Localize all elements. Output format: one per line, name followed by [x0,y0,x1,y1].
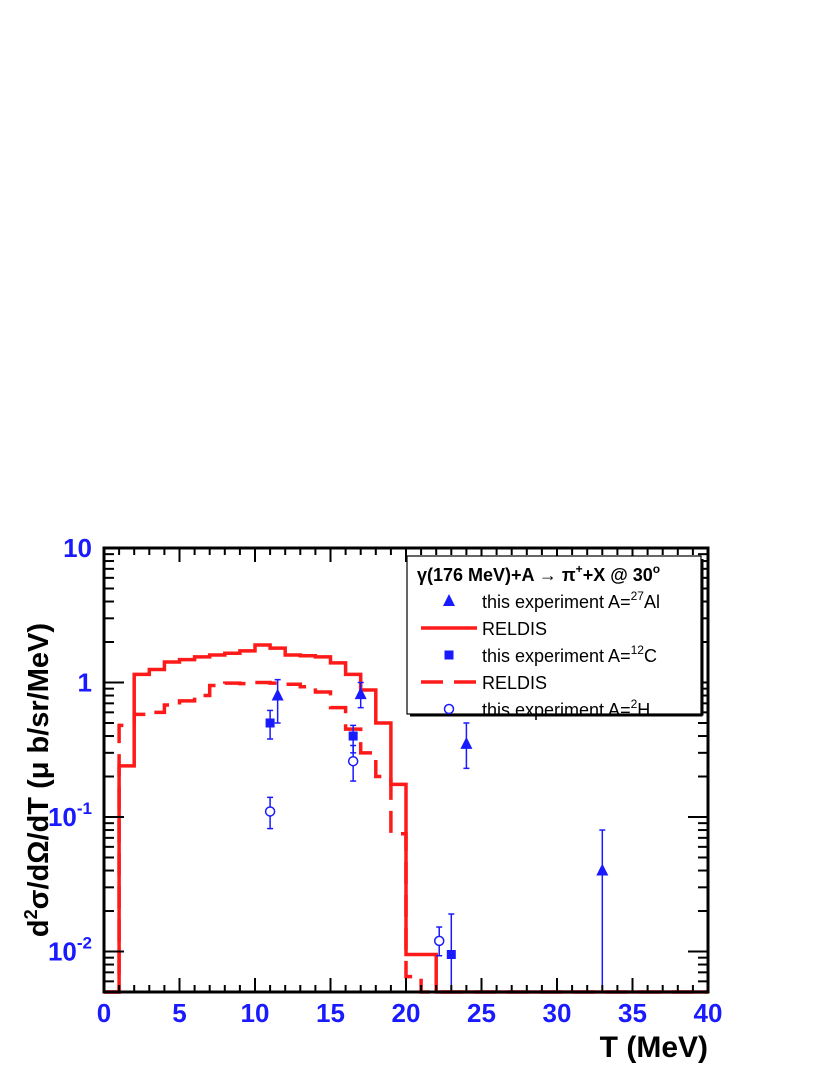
legend-label: this experiment A=12C [482,643,657,666]
reldis-dashed-histogram [104,680,708,994]
data-point-triangle [460,736,473,749]
legend-label: this experiment A=2H [482,697,650,720]
reldis-solid-histogram [104,643,708,994]
legend: γ(176 MeV)+A → π++X @ 30o this experiment… [406,555,704,720]
data-point-square [348,731,358,741]
x-tick-label: 5 [172,998,186,1028]
y-tick-label: 10-1 [48,799,92,832]
data-point-square [446,950,456,960]
x-tick-label: 30 [543,998,572,1028]
legend-title: γ(176 MeV)+A → π++X @ 30o [417,562,660,585]
data-point-open-circle [433,935,445,947]
data-point-triangle [271,688,284,701]
model-curves [104,643,708,994]
x-tick-label: 0 [97,998,111,1028]
legend-label: this experiment A=27Al [482,589,660,612]
x-tick-label: 20 [392,998,421,1028]
y-axis-title: d2σ/dΩ/dT (μ b/sr/MeV) [21,623,55,937]
y-tick-label: 1 [78,668,92,698]
x-axis-title: T (MeV) [600,1031,708,1064]
y-tick-label: 10 [63,533,92,563]
y-tick-label: 10-2 [48,934,92,967]
legend-marker-square [444,650,454,660]
x-tick-label: 35 [618,998,647,1028]
x-tick-label: 40 [694,998,723,1028]
data-points [264,678,609,992]
axis-ticks [103,548,709,993]
legend-box [406,555,702,715]
data-point-open-circle [347,755,359,767]
data-point-open-circle [264,806,276,817]
x-tick-label: 15 [316,998,345,1028]
legend-marker-triangle [443,594,455,606]
legend-label: RELDIS [482,673,547,693]
legend-label: RELDIS [482,619,547,639]
y-tick-labels: 10-2 10-1 1 10 [48,533,92,967]
data-point-triangle [354,687,367,700]
legend-marker-open-circle [443,703,455,715]
data-point-square [265,718,275,728]
x-tick-label: 10 [241,998,270,1028]
data-point-triangle [596,863,609,876]
x-tick-label: 25 [467,998,496,1028]
x-tick-labels: 0 5 10 15 20 25 30 35 40 [97,998,723,1028]
